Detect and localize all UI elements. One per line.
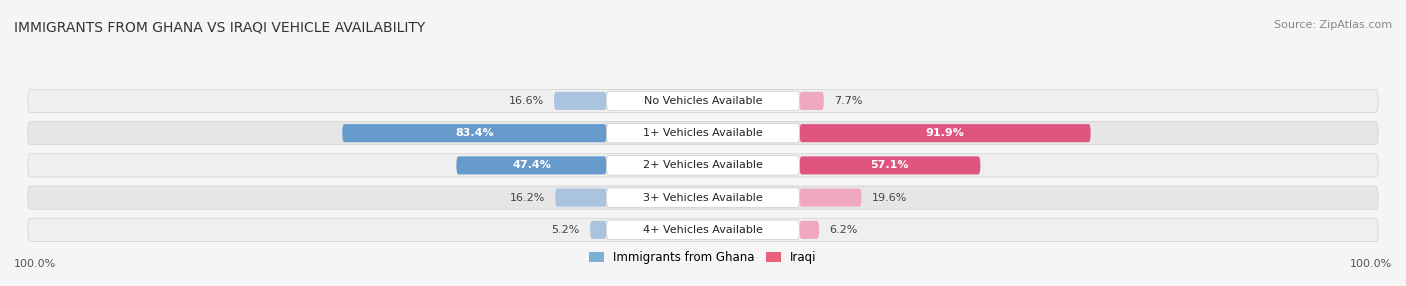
FancyBboxPatch shape (591, 221, 606, 239)
Text: 100.0%: 100.0% (1350, 259, 1392, 269)
FancyBboxPatch shape (28, 122, 1378, 145)
Legend: Immigrants from Ghana, Iraqi: Immigrants from Ghana, Iraqi (589, 251, 817, 265)
Text: 16.6%: 16.6% (509, 96, 544, 106)
Text: 2+ Vehicles Available: 2+ Vehicles Available (643, 160, 763, 170)
FancyBboxPatch shape (800, 156, 980, 174)
Text: No Vehicles Available: No Vehicles Available (644, 96, 762, 106)
FancyBboxPatch shape (28, 218, 1378, 241)
Text: 91.9%: 91.9% (925, 128, 965, 138)
FancyBboxPatch shape (606, 188, 800, 207)
FancyBboxPatch shape (800, 188, 862, 207)
Text: 5.2%: 5.2% (551, 225, 579, 235)
FancyBboxPatch shape (606, 91, 800, 111)
Text: 6.2%: 6.2% (830, 225, 858, 235)
Text: 100.0%: 100.0% (14, 259, 56, 269)
FancyBboxPatch shape (800, 124, 1091, 142)
FancyBboxPatch shape (800, 221, 820, 239)
Text: 7.7%: 7.7% (834, 96, 863, 106)
FancyBboxPatch shape (28, 154, 1378, 177)
FancyBboxPatch shape (606, 124, 800, 143)
FancyBboxPatch shape (606, 156, 800, 175)
FancyBboxPatch shape (28, 186, 1378, 209)
FancyBboxPatch shape (342, 124, 606, 142)
FancyBboxPatch shape (554, 92, 606, 110)
FancyBboxPatch shape (555, 188, 606, 207)
Text: 47.4%: 47.4% (512, 160, 551, 170)
FancyBboxPatch shape (457, 156, 606, 174)
Text: Source: ZipAtlas.com: Source: ZipAtlas.com (1274, 20, 1392, 30)
Text: 83.4%: 83.4% (456, 128, 494, 138)
FancyBboxPatch shape (28, 89, 1378, 112)
Text: 1+ Vehicles Available: 1+ Vehicles Available (643, 128, 763, 138)
Text: 19.6%: 19.6% (872, 192, 907, 202)
Text: 3+ Vehicles Available: 3+ Vehicles Available (643, 192, 763, 202)
Text: 4+ Vehicles Available: 4+ Vehicles Available (643, 225, 763, 235)
FancyBboxPatch shape (800, 92, 824, 110)
Text: IMMIGRANTS FROM GHANA VS IRAQI VEHICLE AVAILABILITY: IMMIGRANTS FROM GHANA VS IRAQI VEHICLE A… (14, 20, 425, 34)
Text: 16.2%: 16.2% (509, 192, 546, 202)
FancyBboxPatch shape (606, 220, 800, 239)
Text: 57.1%: 57.1% (870, 160, 910, 170)
